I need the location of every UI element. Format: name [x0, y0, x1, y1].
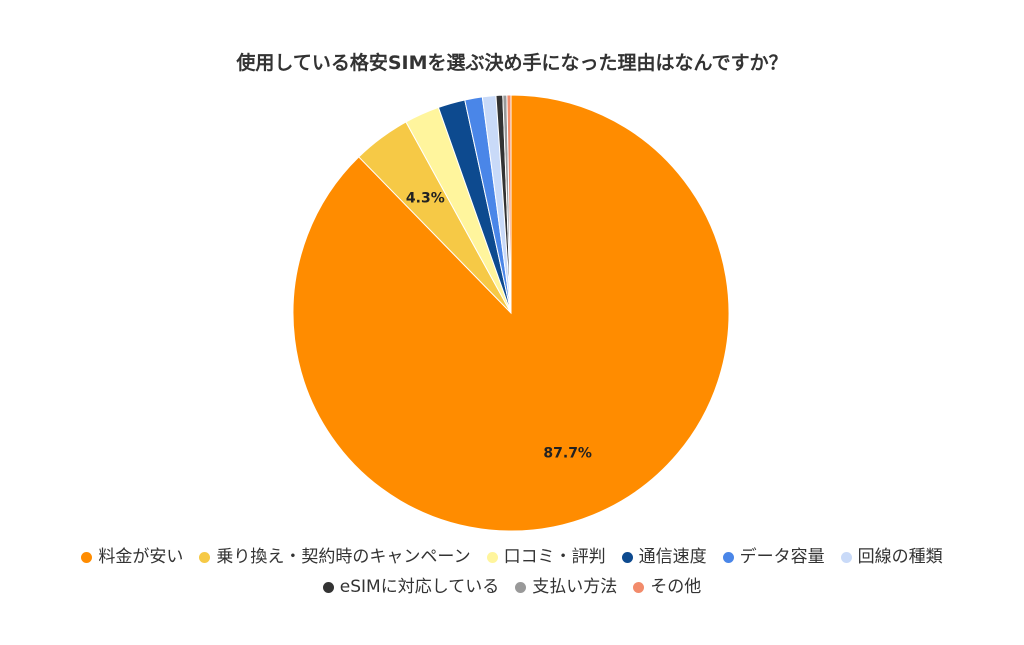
slice-data-label-0: 87.7% — [543, 445, 592, 461]
legend-label: データ容量 — [739, 547, 825, 567]
legend-label: 通信速度 — [638, 547, 707, 567]
legend-item-1: 乗り換え・契約時のキャンペーン — [199, 546, 471, 568]
legend-item-6: eSIMに対応している — [322, 576, 500, 598]
legend-swatch — [81, 551, 93, 563]
legend-label: 料金が安い — [98, 547, 184, 567]
legend-item-4: データ容量 — [722, 546, 825, 568]
chart-title: 使用している格安SIMを選ぶ決め手になった理由はなんですか？ — [236, 52, 788, 74]
legend-swatch — [199, 551, 211, 563]
legend-swatch — [722, 551, 734, 563]
legend-item-7: 支払い方法 — [515, 576, 617, 598]
legend-item-0: 料金が安い — [81, 546, 183, 568]
legend-swatch — [322, 581, 334, 593]
legend-label: 回線の種類 — [857, 547, 943, 567]
legend-label: 口コミ・評判 — [503, 547, 606, 567]
legend-item-5: 回線の種類 — [840, 546, 943, 568]
legend-swatch — [515, 581, 527, 593]
legend-swatch — [486, 551, 498, 563]
pie-slice-8 — [506, 94, 512, 314]
legend-item-3: 通信速度 — [621, 546, 707, 568]
legend-label: 支払い方法 — [532, 577, 618, 597]
legend-item-8: その他 — [633, 576, 701, 598]
legend-swatch — [621, 551, 633, 563]
legend-swatch — [840, 551, 852, 563]
legend-label: その他 — [650, 577, 702, 597]
legend: 料金が安い 乗り換え・契約時のキャンペーン 口コミ・評判 通信速度 データ容量 回線の種類… — [40, 546, 984, 598]
legend-item-2: 口コミ・評判 — [486, 546, 606, 568]
slice-data-label-1: 4.3% — [406, 190, 445, 206]
legend-label: 乗り換え・契約時のキャンペーン — [216, 547, 471, 567]
legend-label: eSIMに対応している — [339, 577, 500, 597]
legend-swatch — [633, 581, 645, 593]
